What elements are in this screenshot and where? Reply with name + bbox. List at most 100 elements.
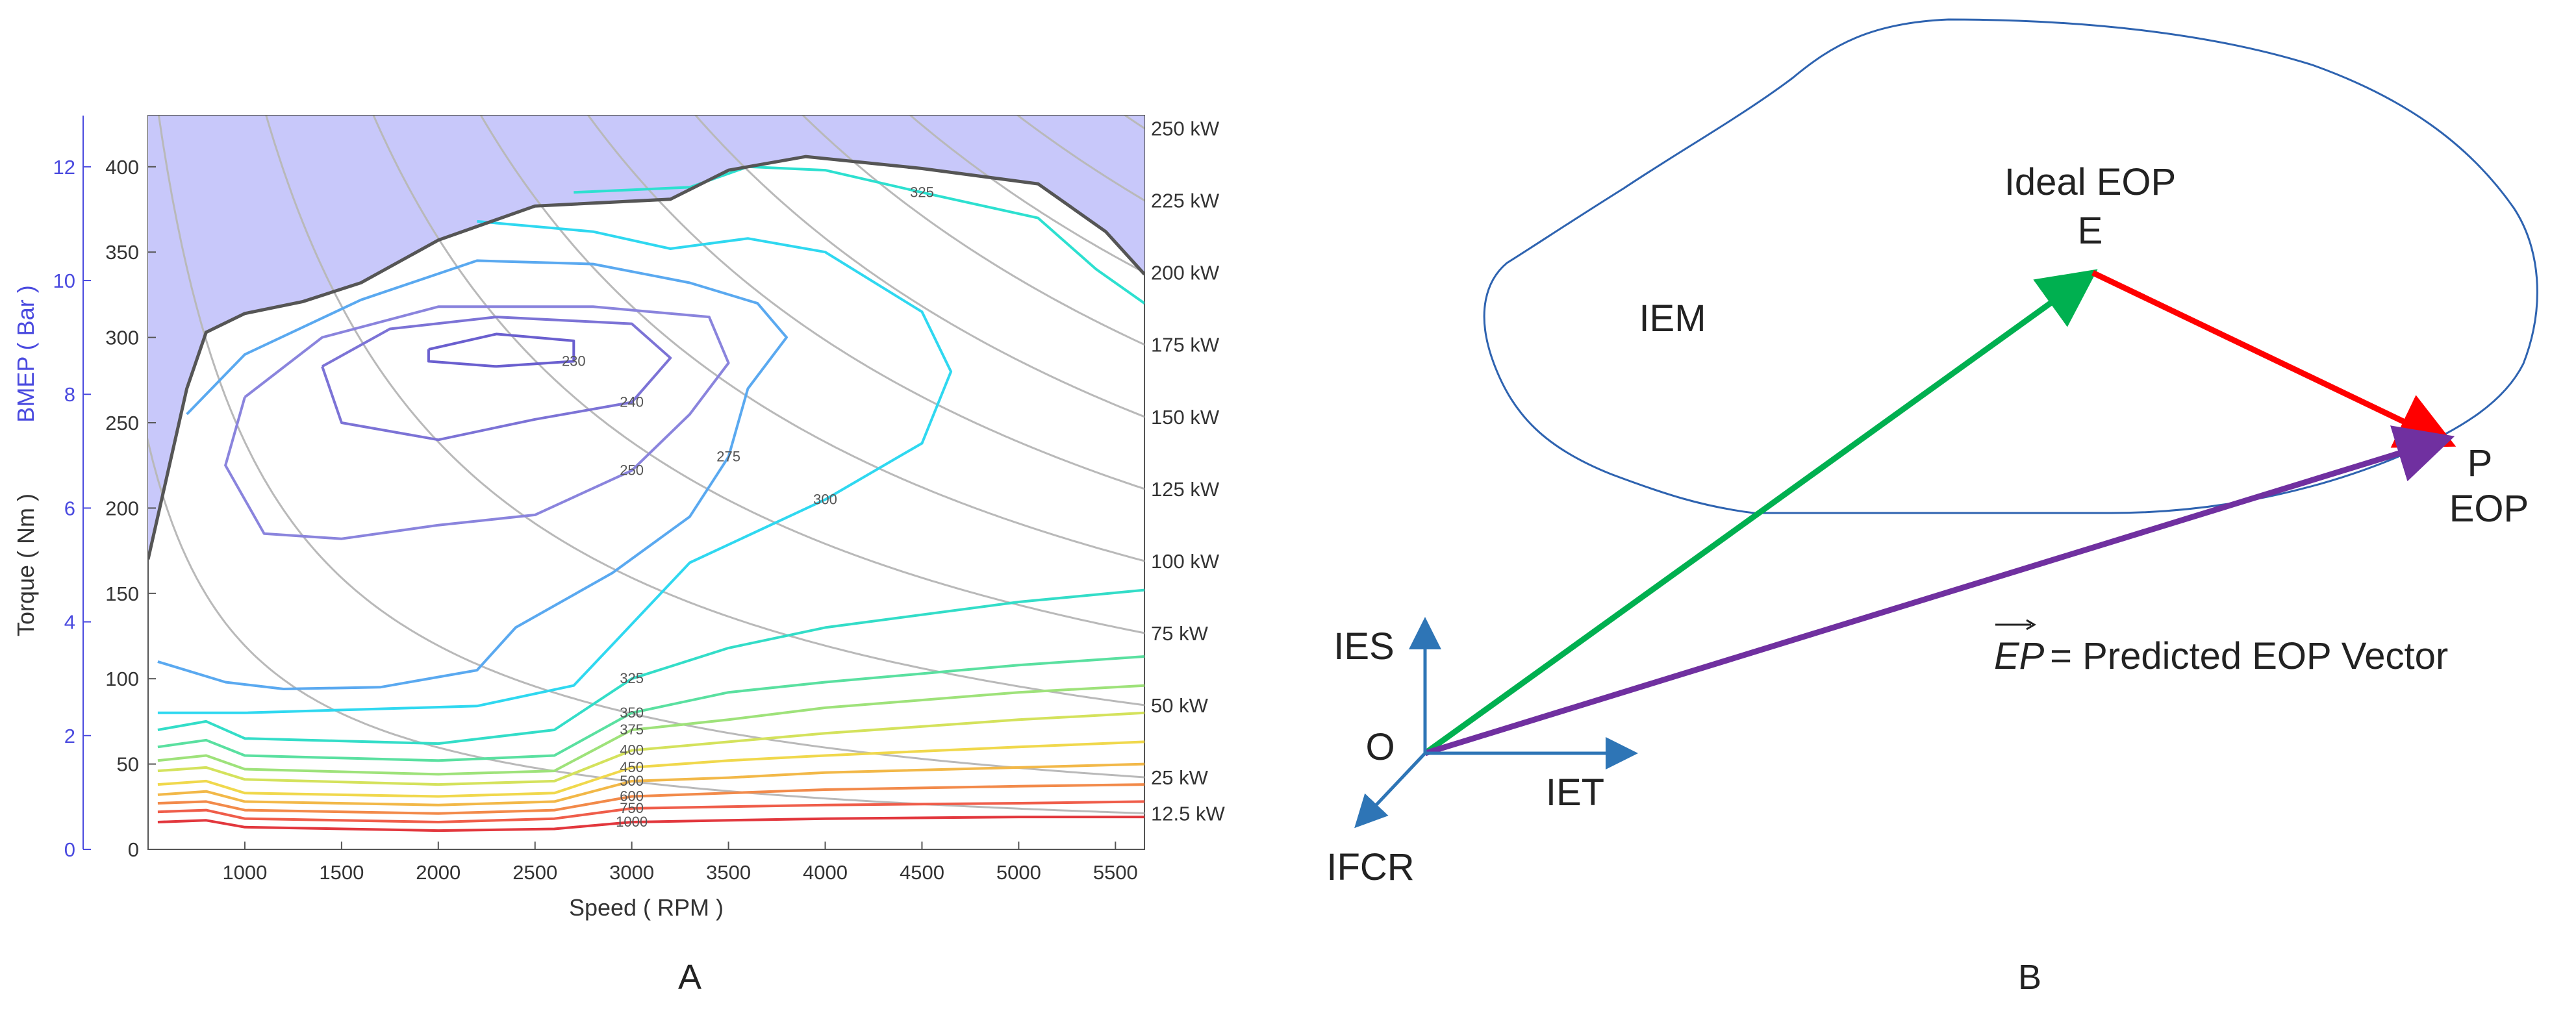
contour-label: 400 bbox=[620, 742, 644, 758]
iet-label: IET bbox=[1546, 771, 1604, 814]
contour-label: 500 bbox=[620, 773, 644, 789]
point-e-label: E bbox=[2078, 210, 2103, 252]
vector-overline-arrowhead bbox=[2026, 619, 2036, 631]
power-curve bbox=[694, 116, 1144, 418]
y-tick-label: 350 bbox=[105, 241, 139, 264]
contour-line bbox=[157, 816, 1144, 832]
x-tick-label: 4000 bbox=[803, 861, 848, 884]
y-tick-label: 100 bbox=[105, 668, 139, 690]
power-label: 250 kW bbox=[1151, 118, 1220, 140]
bmep-axis-ticks: 0 2 4 6 8 10 12 bbox=[53, 156, 91, 861]
bmep-tick-label: 4 bbox=[64, 611, 75, 634]
power-curve bbox=[372, 116, 1144, 634]
vector-legend: EP = Predicted EOP Vector bbox=[1994, 619, 2448, 677]
origin-label: O bbox=[1365, 726, 1395, 768]
power-label: 25 kW bbox=[1151, 766, 1209, 789]
x-tick-label: 2000 bbox=[416, 861, 461, 884]
power-label: 150 kW bbox=[1151, 406, 1220, 429]
power-labels: 250 kW 225 kW 200 kW 175 kW 150 kW 125 kW 100 … bbox=[1151, 118, 1225, 825]
y-tick-label: 400 bbox=[105, 156, 139, 179]
y-tick-label: 150 bbox=[105, 582, 139, 605]
contour-label: 240 bbox=[620, 394, 644, 410]
bmep-tick-label: 0 bbox=[64, 838, 75, 861]
ifcr-label: IFCR bbox=[1326, 846, 1414, 888]
power-curve bbox=[802, 116, 1144, 346]
x-axis-ticks: 1000 1500 2000 2500 3000 3500 4000 4500 5000 5500 bbox=[222, 842, 1138, 884]
iem-region-outline bbox=[1483, 18, 2538, 514]
x-tick-label: 2500 bbox=[512, 861, 557, 884]
contour-label: 350 bbox=[620, 705, 644, 721]
contour-label: 450 bbox=[620, 759, 644, 775]
vector-caption: = Predicted EOP Vector bbox=[2039, 635, 2448, 677]
power-label: 125 kW bbox=[1151, 478, 1220, 501]
power-label: 175 kW bbox=[1151, 334, 1220, 356]
contour-label: 1000 bbox=[616, 814, 648, 830]
y-tick-label: 200 bbox=[105, 497, 139, 519]
out-of-range-region bbox=[148, 116, 1144, 560]
x-tick-label: 4500 bbox=[900, 861, 944, 884]
bmep-tick-label: 12 bbox=[53, 156, 75, 179]
bmep-tick-label: 2 bbox=[64, 725, 75, 747]
power-curve bbox=[587, 116, 1144, 490]
power-curve bbox=[1124, 116, 1144, 130]
iem-label: IEM bbox=[1639, 297, 1706, 340]
contour-label: 325 bbox=[910, 184, 934, 200]
bmep-axis-label: BMEP ( Bar ) bbox=[12, 285, 39, 422]
power-label: 50 kW bbox=[1151, 694, 1209, 717]
x-tick-label: 3500 bbox=[706, 861, 751, 884]
y-tick-label: 0 bbox=[128, 838, 139, 861]
eop-label: EOP bbox=[2449, 488, 2529, 530]
contour-line bbox=[157, 762, 1144, 807]
panel-label-b: B bbox=[2018, 958, 2041, 997]
x-tick-label: 1000 bbox=[222, 861, 267, 884]
power-curve bbox=[1016, 116, 1144, 202]
vector-symbol: EP bbox=[1994, 635, 2045, 677]
contour-line bbox=[427, 332, 575, 368]
predicted-eop-vector bbox=[1424, 425, 2455, 757]
x-tick-label: 5500 bbox=[1093, 861, 1138, 884]
contour-line bbox=[157, 740, 1144, 798]
ideal-eop-vector bbox=[1423, 269, 2098, 756]
deviation-vector bbox=[2091, 269, 2456, 448]
contour-line bbox=[157, 259, 788, 690]
contour-label: 250 bbox=[620, 462, 644, 479]
power-label: 100 kW bbox=[1151, 550, 1220, 573]
contour-label: 750 bbox=[620, 800, 644, 816]
torque-axis-label: Torque ( Nm ) bbox=[12, 494, 39, 636]
contour-line bbox=[157, 655, 1144, 762]
y-tick-label: 50 bbox=[117, 753, 139, 776]
bmep-tick-label: 8 bbox=[64, 383, 75, 406]
contour-line bbox=[157, 588, 1144, 745]
power-curve bbox=[265, 116, 1144, 707]
ifcr-axis bbox=[1354, 752, 1426, 829]
x-tick-label: 1500 bbox=[319, 861, 364, 884]
contour-label: 375 bbox=[620, 721, 644, 738]
contour-line bbox=[157, 783, 1144, 815]
x-tick-label: 3000 bbox=[609, 861, 654, 884]
contour-label: 325 bbox=[620, 670, 644, 686]
x-tick-label: 5000 bbox=[996, 861, 1041, 884]
engine-map-chart: 2302402502753003253253503754004505006007… bbox=[12, 115, 1225, 921]
bmep-tick-label: 10 bbox=[53, 269, 75, 292]
y-tick-label: 250 bbox=[105, 412, 139, 434]
contour-line bbox=[157, 684, 1144, 776]
power-curve bbox=[909, 116, 1144, 274]
ies-label: IES bbox=[1333, 625, 1395, 668]
contour-line bbox=[157, 711, 1144, 786]
power-curve bbox=[479, 116, 1144, 562]
contour-line bbox=[321, 316, 672, 442]
contour-line bbox=[157, 219, 953, 714]
eop-vector-diagram: IEM Ideal EOP E P EOP IES IET IFCR O EP … bbox=[1326, 18, 2538, 888]
panel-label-a: A bbox=[678, 958, 701, 997]
contour-label: 230 bbox=[562, 353, 586, 369]
y-tick-label: 300 bbox=[105, 327, 139, 349]
power-label: 12.5 kW bbox=[1151, 802, 1225, 825]
contour-line bbox=[224, 305, 730, 540]
power-label: 225 kW bbox=[1151, 190, 1220, 212]
point-p-label: P bbox=[2468, 442, 2493, 484]
contour-label: 275 bbox=[716, 449, 740, 465]
bmep-tick-label: 6 bbox=[64, 497, 75, 519]
power-label: 75 kW bbox=[1151, 622, 1209, 645]
